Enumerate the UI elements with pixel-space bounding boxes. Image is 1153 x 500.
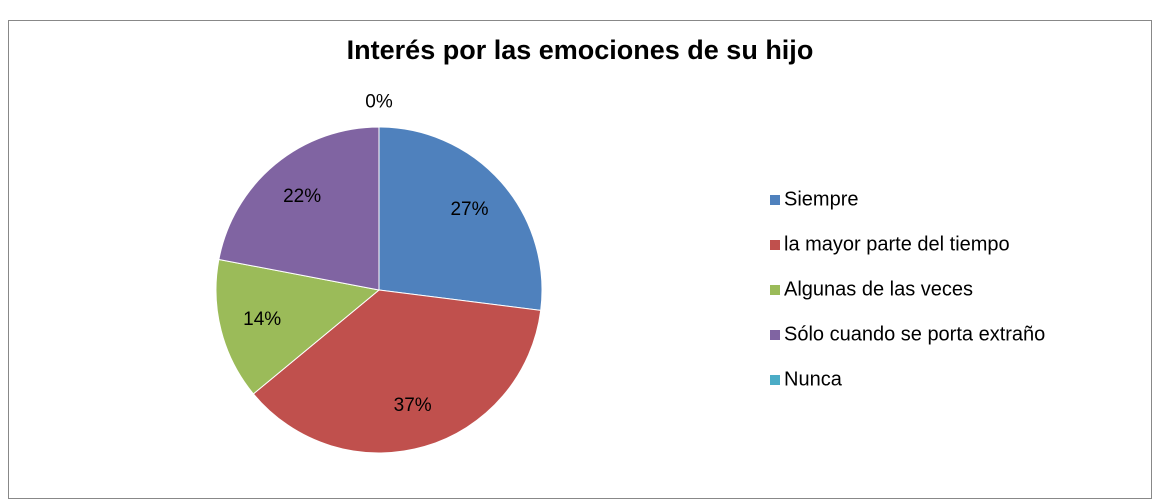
pie-slice	[218, 126, 380, 291]
legend-swatch	[770, 285, 780, 295]
legend-swatch	[770, 240, 780, 250]
data-label: 27%	[450, 199, 488, 220]
pie-slice	[252, 289, 542, 454]
legend-swatch	[770, 375, 780, 385]
legend-label: Siempre	[784, 188, 858, 210]
data-label: 0%	[365, 92, 393, 113]
data-label: 37%	[394, 395, 432, 416]
data-label: 14%	[243, 309, 281, 330]
chart-title: Interés por las emociones de su hijo	[347, 35, 814, 65]
data-label: 22%	[283, 186, 321, 207]
legend-label: Algunas de las veces	[784, 278, 973, 300]
chart-frame	[8, 20, 1152, 499]
legend-swatch	[770, 330, 780, 340]
legend-label: Sólo cuando se porta extraño	[784, 323, 1045, 345]
pie-slice	[215, 258, 381, 395]
legend-label: Nunca	[784, 368, 843, 390]
legend-label: la mayor parte del tiempo	[784, 233, 1010, 255]
pie-slice	[378, 126, 543, 311]
legend-swatch	[770, 195, 780, 205]
